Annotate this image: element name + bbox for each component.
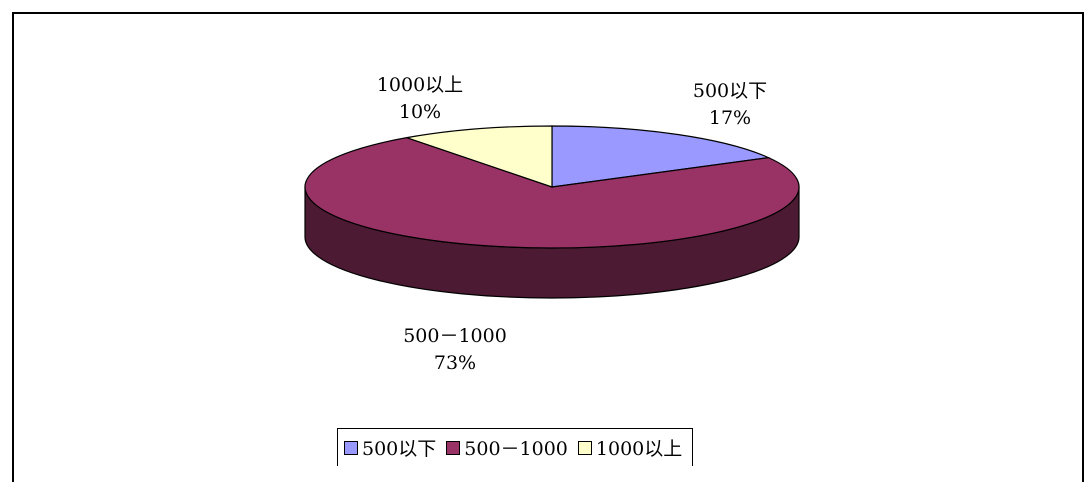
legend: 500以下 500－1000 1000以上 <box>337 428 694 466</box>
slice-percent-0: 17% <box>709 107 751 129</box>
pie-slice-1 <box>304 137 800 249</box>
legend-label-2: 1000以上 <box>595 438 683 460</box>
slice-percent-2: 10% <box>399 101 441 123</box>
legend-item-0: 500以下 <box>344 434 436 461</box>
legend-label-1: 500－1000 <box>464 438 568 460</box>
pie-tops <box>304 125 800 249</box>
pie-slice-2 <box>406 125 553 188</box>
slice-label-1: 500－1000 <box>403 325 507 347</box>
legend-swatch-0 <box>344 440 358 455</box>
slice-label-0: 500以下 <box>693 80 767 102</box>
slice-percent-1: 73% <box>434 352 476 374</box>
chart-frame <box>12 12 1084 482</box>
pie-slice-0 <box>551 125 771 188</box>
legend-swatch-2 <box>577 440 592 455</box>
legend-item-1: 500－1000 <box>446 434 568 461</box>
legend-item-2: 1000以上 <box>577 434 683 461</box>
legend-label-0: 500以下 <box>362 438 437 460</box>
pie-labels: 500以下 17% 500－1000 73% 1000以上 10% <box>377 74 767 374</box>
slice-label-2: 1000以上 <box>377 74 463 96</box>
legend-swatch-1 <box>446 440 461 455</box>
pie-chart: 500以下 17% 500－1000 73% 1000以上 10% <box>304 74 800 374</box>
